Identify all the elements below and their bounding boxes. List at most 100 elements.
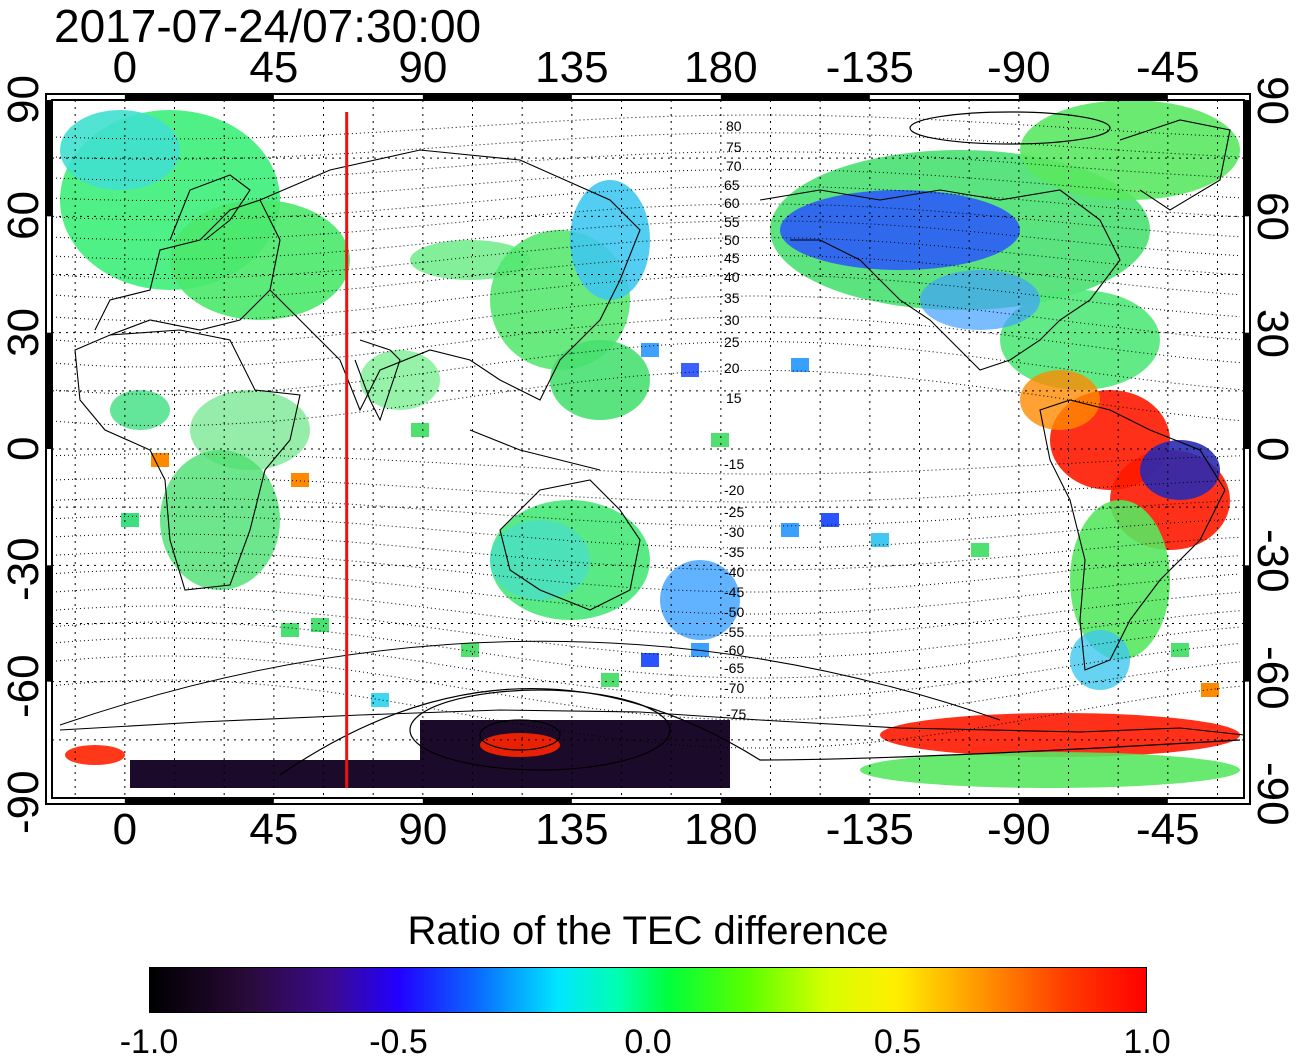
coastlines (59, 119, 1245, 736)
frame-bar (124, 798, 274, 804)
tec-patch (660, 560, 740, 640)
y-tick-label-right: -60 (1248, 645, 1296, 710)
mlat-contour (51, 274, 1241, 322)
tec-patch (971, 543, 989, 557)
y-tick-label-left: 90 (0, 75, 48, 124)
coastline (1119, 119, 1231, 211)
x-tick-label: 0 (112, 805, 138, 854)
colorbar-tick-label: -1.0 (119, 1023, 179, 1061)
mlat-contour (409, 689, 671, 771)
colorbar-tick-label: -0.5 (369, 1023, 428, 1061)
coastline (1039, 399, 1226, 671)
mlat-contour (51, 621, 1241, 679)
mlat-label: -70 (724, 680, 745, 696)
x-tick-label: -90 (987, 43, 1051, 92)
tec-patch (1140, 440, 1220, 500)
frame-bar (46, 565, 52, 682)
mlat-label: -65 (724, 660, 745, 676)
tec-patch (490, 520, 590, 600)
x-tick-label: 90 (398, 43, 448, 92)
mlat-label: 55 (724, 214, 740, 230)
mlat-contour (51, 551, 1241, 593)
y-tick-label-left: 0 (0, 436, 48, 461)
mlat-label: -35 (724, 544, 745, 560)
tec-patch (151, 453, 169, 467)
coastline (354, 339, 401, 422)
y-tick-label-right: -90 (1248, 762, 1296, 826)
frame-bar (720, 94, 870, 100)
tec-patch (65, 745, 125, 765)
coastline (74, 329, 301, 591)
map-frame (45, 93, 1251, 805)
tec-patch (121, 513, 139, 527)
tec-patch (160, 450, 280, 590)
mlat-label: -55 (724, 624, 745, 640)
frame-bar (124, 94, 274, 100)
frame-bar (46, 332, 52, 449)
frame-bar (1244, 100, 1250, 217)
colorbar-tick-label: 1.0 (1123, 1023, 1171, 1061)
mlat-contour (479, 719, 561, 751)
tec-patch (781, 523, 799, 537)
mlat-contour (51, 637, 1241, 699)
y-tick-label-left: 60 (0, 191, 48, 241)
tec-patch (780, 190, 1020, 270)
mlat-contour (59, 640, 1001, 726)
mlat-label: 70 (726, 158, 742, 174)
frame-bar (1018, 798, 1168, 804)
frame-bar (422, 94, 572, 100)
mlat-label: -15 (724, 456, 745, 472)
mlat-label: 75 (726, 139, 742, 155)
y-tick-label-right: 0 (1248, 437, 1296, 462)
frame-bar (46, 100, 52, 217)
tec-patch (641, 653, 659, 667)
tec-patch (711, 433, 729, 447)
tec-patch (570, 180, 650, 300)
tec-patch (1201, 683, 1219, 697)
tec-patch (170, 200, 350, 320)
x-tick-label: -45 (1136, 43, 1200, 92)
mlat-label: 15 (726, 390, 742, 406)
tec-data-layer (60, 100, 1240, 788)
mlat-contour (909, 111, 1111, 145)
mlat-contour (279, 688, 1241, 776)
mlat-label: -30 (724, 524, 745, 540)
y-tick-label-left: 30 (0, 307, 48, 357)
x-tick-label: -90 (987, 805, 1051, 854)
coastline (59, 709, 1245, 736)
x-tick-label: -45 (1136, 805, 1200, 854)
mlat-contour (51, 569, 1241, 615)
tec-patch (1020, 370, 1100, 430)
tec-patch (420, 720, 730, 770)
frame-bar (422, 798, 572, 804)
frame-bar (1244, 332, 1250, 449)
tec-patch (411, 423, 429, 437)
mlat-label: 30 (724, 312, 740, 328)
tec-patch (871, 533, 889, 547)
mlat-label: 50 (724, 232, 740, 248)
tec-patch (821, 513, 839, 527)
x-tick-label: -135 (825, 805, 914, 854)
mlat-label: 45 (724, 250, 740, 266)
colorbar (149, 967, 1147, 1013)
tec-patch (190, 390, 310, 470)
colorbar-tick-label: 0.5 (873, 1023, 922, 1061)
mlat-label: -20 (724, 482, 745, 498)
tec-patch (1070, 500, 1170, 660)
mlat-contour (51, 295, 1241, 345)
mlat-contour (51, 655, 1241, 721)
y-tick-label-right: 60 (1248, 192, 1296, 242)
mlat-contour (51, 341, 1241, 395)
mlat-label: -40 (724, 564, 745, 580)
x-tick-label: 135 (535, 805, 609, 854)
mlat-label: -60 (724, 642, 745, 658)
y-tick-label-left: -90 (0, 770, 48, 834)
mlat-label: -75 (726, 706, 747, 722)
x-tick-label: -135 (825, 43, 914, 92)
tec-patch (291, 473, 309, 487)
frame-bar (720, 798, 870, 804)
x-tick-label: 45 (249, 805, 299, 854)
tec-patch (1171, 643, 1189, 657)
y-tick-label-right: -30 (1248, 529, 1296, 593)
